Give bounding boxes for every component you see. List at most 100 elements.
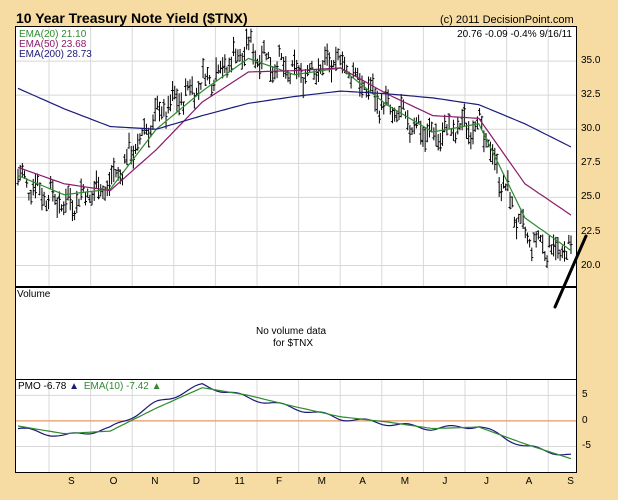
price-bar (275, 61, 279, 79)
price-bar (382, 102, 386, 115)
price-bar (225, 66, 229, 78)
price-bar (105, 180, 109, 197)
price-bar (325, 43, 329, 66)
price-bar (227, 57, 231, 73)
price-bar (371, 73, 375, 93)
price-bar (16, 168, 20, 186)
price-bar (97, 176, 101, 200)
price-bar (349, 76, 353, 89)
x-tick-label: J (442, 476, 448, 487)
price-bar (49, 175, 53, 189)
x-tick-label: S (567, 476, 574, 487)
x-tick-label: D (192, 476, 201, 487)
price-bar (83, 192, 87, 206)
ema200-line (17, 87, 572, 148)
price-bar (238, 48, 242, 62)
price-bar (410, 127, 414, 135)
price-bar (160, 106, 164, 120)
price-bar (212, 79, 216, 92)
price-bar (171, 81, 175, 102)
price-bar (23, 170, 27, 179)
price-y-tick: 22.5 (581, 225, 601, 237)
price-bar (384, 85, 388, 106)
volume-panel: Volume No volume data for $TNX (15, 287, 577, 380)
x-tick-label: A (359, 476, 366, 487)
price-bar (539, 234, 543, 242)
price-bar (271, 66, 275, 83)
price-bar (565, 251, 569, 260)
price-bar (64, 188, 68, 213)
price-bar (273, 64, 277, 80)
price-bar (295, 59, 299, 80)
price-bar (166, 95, 170, 114)
price-bar (53, 193, 57, 205)
price-bar (432, 127, 436, 141)
pmo-signal-line (17, 387, 572, 460)
price-bar (547, 235, 551, 248)
pmo-y-tick: 0 (582, 414, 588, 426)
price-bar (425, 123, 429, 143)
price-bar (506, 170, 510, 192)
price-bar (218, 60, 222, 74)
ema50-label: EMA(50) 23.68 (19, 39, 87, 50)
price-chart-svg (16, 27, 576, 286)
price-bar (186, 80, 190, 91)
price-bar (162, 98, 166, 117)
pmo-y-tick: -5 (582, 440, 591, 452)
price-y-tick: 27.5 (581, 157, 601, 169)
price-bar (456, 116, 460, 135)
price-bar (532, 232, 536, 243)
price-bar (567, 234, 571, 245)
price-bar (467, 121, 471, 145)
price-bars (16, 28, 573, 269)
price-bar (66, 185, 70, 201)
price-bar (153, 97, 157, 122)
price-bar (240, 52, 244, 70)
price-bar (264, 53, 268, 61)
price-bar (528, 238, 532, 248)
ema50-line (17, 67, 572, 216)
price-bar (40, 187, 44, 211)
price-bar (488, 141, 492, 162)
price-bar (112, 157, 116, 183)
price-bar (199, 82, 203, 90)
price-bar (303, 69, 307, 84)
price-bar (454, 132, 458, 144)
price-bar (515, 218, 519, 240)
price-bar (125, 148, 129, 166)
price-bar (495, 153, 499, 174)
price-bar (42, 191, 46, 206)
no-volume-message-line1: No volume data (256, 326, 327, 337)
price-bar (406, 110, 410, 131)
x-tick-label: 11 (234, 476, 245, 487)
price-bar (175, 88, 179, 112)
price-bar (249, 28, 253, 43)
price-bar (338, 54, 342, 66)
price-bar (18, 164, 22, 181)
price-bar (142, 118, 146, 135)
price-panel: EMA(20) 21.10 EMA(50) 23.68 EMA(200) 28.… (15, 26, 577, 287)
price-bar (245, 28, 249, 50)
price-bar (469, 132, 473, 150)
price-bar (134, 143, 138, 154)
price-bar (173, 85, 177, 100)
price-bar (223, 54, 227, 73)
price-bar (216, 64, 220, 74)
pmo-label: PMO -6.78 ▲ EMA(10) -7.42 ▲ (18, 381, 162, 392)
price-bar (60, 204, 64, 212)
pmo-ema-up-arrow-icon: ▲ (151, 381, 162, 392)
price-bar (508, 191, 512, 210)
price-bar (297, 65, 301, 78)
price-bar (310, 60, 314, 70)
price-bar (190, 76, 194, 95)
price-bar (55, 197, 59, 218)
price-bar (208, 74, 212, 85)
price-bar (441, 122, 445, 146)
pmo-up-arrow-icon: ▲ (69, 381, 80, 392)
x-tick-label: M (400, 476, 410, 487)
price-bar (68, 187, 72, 211)
price-bar (321, 60, 325, 76)
price-bar (569, 235, 573, 255)
price-bar (334, 46, 338, 72)
price-bar (114, 169, 118, 178)
